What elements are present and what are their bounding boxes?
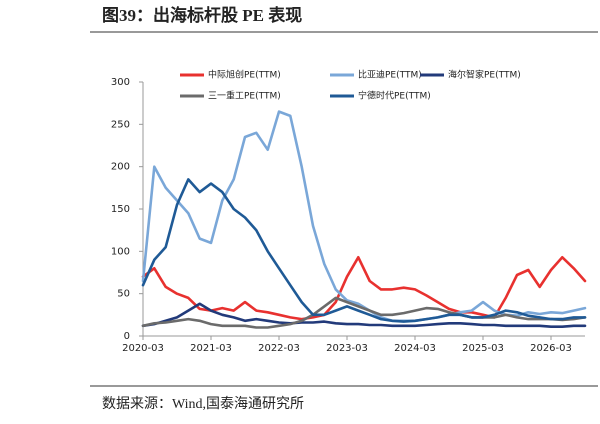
x-tick-label: 2023-03 (326, 343, 368, 354)
legend-label: 三一重工PE(TTM) (208, 90, 281, 102)
series-line (141, 302, 587, 328)
x-tick-label: 2025-03 (462, 343, 504, 354)
legend-label: 中际旭创PE(TTM) (208, 69, 281, 81)
x-tick-label: 2021-03 (190, 343, 232, 354)
y-tick-label: 250 (111, 119, 130, 130)
x-tick-label: 2026-03 (530, 343, 572, 354)
x-tick-label: 2020-03 (122, 343, 164, 354)
source-note: 数据来源：Wind,国泰海通研究所 (102, 396, 304, 412)
x-tick-label: 2024-03 (394, 343, 436, 354)
y-tick-label: 0 (124, 331, 130, 342)
y-tick-label: 50 (117, 289, 130, 300)
legend-label: 海尔智家PE(TTM) (448, 69, 521, 81)
y-tick-label: 100 (111, 246, 130, 257)
y-tick-label: 200 (111, 162, 130, 173)
series-line (141, 178, 587, 323)
chart-title: 图39：出海标杆股 PE 表现 (102, 5, 302, 25)
legend-label: 宁德时代PE(TTM) (358, 90, 431, 102)
legend-label: 比亚迪PE(TTM) (358, 69, 422, 81)
y-tick-label: 150 (111, 204, 130, 215)
x-tick-label: 2022-03 (258, 343, 300, 354)
y-tick-label: 300 (111, 77, 130, 88)
series-line (141, 296, 587, 329)
series-line (141, 256, 587, 321)
series-line (141, 110, 587, 323)
